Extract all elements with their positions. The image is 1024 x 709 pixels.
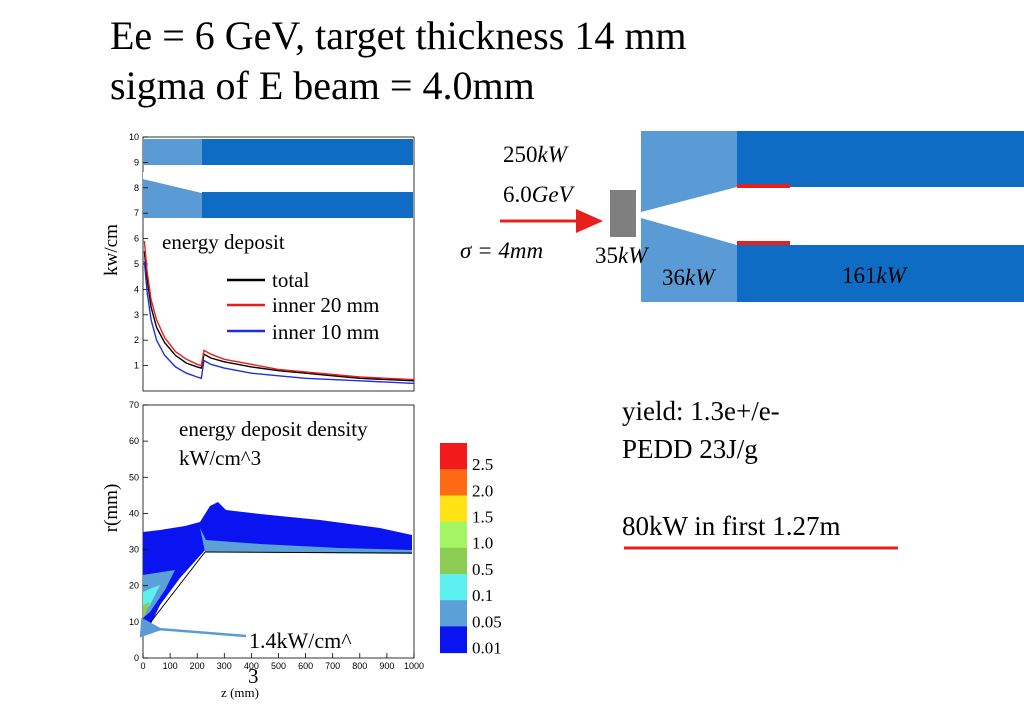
top-ytick-label: 10 [129, 132, 139, 142]
bottom-xtick-label: 900 [379, 661, 394, 671]
colorbar-swatch [440, 547, 467, 575]
bottom-chart-ylabel: r(mm) [101, 484, 122, 533]
taper-power-label: 36kW [662, 265, 716, 290]
annotation-label: 1.4kW/cm^ [249, 628, 352, 653]
bottom-xtick-label: 100 [163, 661, 178, 671]
pipe-upper [737, 131, 1024, 187]
legend-label-inner-20: inner 20 mm [272, 293, 379, 317]
bottom-ytick-label: 30 [129, 545, 139, 555]
colorbar-swatch [440, 626, 467, 654]
target-power-label: 35kW [595, 243, 649, 268]
heatmap-region-001 [143, 502, 412, 632]
legend-label-total: total [272, 268, 309, 292]
top-chart-ylabel: kw/cm [101, 224, 122, 276]
top-ytick-label: 4 [134, 284, 139, 294]
pipe-upper-sketch [202, 139, 413, 165]
series-line-inner-10-mm [143, 261, 415, 385]
pipe-lower [737, 245, 1024, 302]
colorbar-label: 2.0 [472, 481, 493, 500]
beam-channel-sketch [143, 165, 202, 193]
target-diagram: 250kW 6.0GeV σ = 4mm 35kW 36kW 161kW [460, 131, 1024, 302]
heatmap-region-005 [200, 528, 412, 554]
top-ytick-label: 2 [134, 335, 139, 345]
colorbar-label: 1.0 [472, 534, 493, 553]
bottom-xtick-label: 800 [352, 661, 367, 671]
colorbar-swatch [440, 469, 467, 496]
colorbar: 2.5 2.0 1.5 1.0 0.5 0.1 0.05 0.01 [440, 443, 502, 658]
bottom-chart-subtitle: kW/cm^3 [179, 446, 261, 470]
beam-energy-label: 6.0GeV [503, 182, 576, 207]
annotation-arrow [139, 617, 247, 638]
bottom-xtick-label: 600 [298, 661, 313, 671]
bottom-xtick-label: 300 [217, 661, 232, 671]
top-ytick-label: 3 [134, 310, 139, 320]
top-chart-legend: total inner 20 mm inner 10 mm [227, 268, 379, 344]
top-ytick-label: 9 [134, 157, 139, 167]
bottom-ytick-label: 50 [129, 472, 139, 482]
top-ytick-label: 1 [134, 361, 139, 371]
pedd-note: PEDD 23J/g [622, 434, 758, 464]
bottom-ytick-label: 10 [129, 617, 139, 627]
colorbar-label: 0.05 [472, 612, 502, 631]
annotation-tail: 3 [248, 664, 259, 688]
colorbar-swatch [440, 600, 467, 627]
slide-title-line-1: Ee = 6 GeV, target thickness 14 mm [110, 13, 687, 58]
colorbar-label: 1.5 [472, 508, 493, 527]
yield-note: yield: 1.3e+/e- [622, 396, 780, 426]
top-chart-title: energy deposit [162, 230, 285, 254]
energy-deposit-chart: 1 2 3 4 5 6 7 8 9 10 energy deposit total inner 2… [101, 132, 415, 392]
taper-lower [641, 218, 737, 302]
taper-upper-sketch [143, 139, 202, 165]
bottom-ytick-label: 70 [129, 400, 139, 410]
colorbar-swatch [440, 574, 467, 601]
bottom-xtick-label: 700 [325, 661, 340, 671]
bottom-ytick-label: 40 [129, 508, 139, 518]
top-ytick-label: 7 [134, 208, 139, 218]
bottom-ytick-label: 20 [129, 581, 139, 591]
bottom-xtick-label: 0 [140, 661, 145, 671]
pipe-power-label: 161kW [842, 263, 908, 288]
top-ytick-label: 5 [134, 259, 139, 269]
beam-sigma-label: σ = 4mm [460, 238, 543, 263]
colorbar-label: 2.5 [472, 455, 493, 474]
bottom-xtick-label: 400 [244, 661, 259, 671]
slide-title-line-2: sigma of E beam = 4.0mm [110, 63, 535, 108]
heatmap-boundary-floor [204, 551, 413, 554]
bottom-xtick-label: 500 [271, 661, 286, 671]
bottom-chart-title: energy deposit density [179, 417, 368, 441]
taper-upper [641, 131, 737, 212]
pipe-lower-sketch [202, 192, 413, 218]
legend-label-inner-10: inner 10 mm [272, 320, 379, 344]
bottom-ytick-label: 60 [129, 436, 139, 446]
bottom-xtick-label: 1000 [404, 661, 424, 671]
colorbar-label: 0.5 [472, 560, 493, 579]
colorbar-swatch [440, 443, 467, 470]
colorbar-label: 0.01 [472, 639, 502, 658]
bottom-chart-xlabel: z (mm) [221, 685, 259, 700]
series-line-inner-20-mm [143, 241, 415, 381]
heatmap-region-005-lower [143, 570, 175, 618]
colorbar-swatch [440, 495, 467, 523]
colorbar-swatch [440, 521, 467, 549]
power-first-note: 80kW in first 1.27m [622, 511, 841, 541]
heatmap-region-05 [143, 602, 150, 618]
colorbar-label: 0.1 [472, 586, 493, 605]
top-ytick-label: 6 [134, 234, 139, 244]
beam-power-label: 250kW [503, 142, 569, 167]
bottom-ytick-label: 0 [134, 653, 139, 663]
taper-lower-sketch [143, 179, 202, 218]
target-block [610, 190, 636, 237]
bottom-xtick-label: 200 [190, 661, 205, 671]
top-ytick-label: 8 [134, 183, 139, 193]
